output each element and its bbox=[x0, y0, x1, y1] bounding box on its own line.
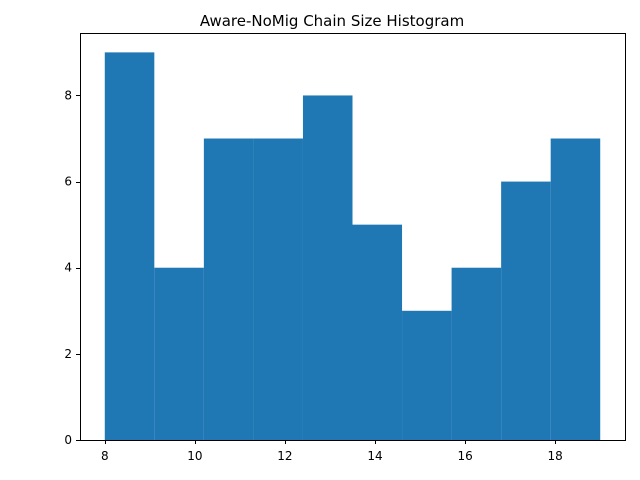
histogram-bar bbox=[352, 224, 403, 440]
histogram-bar bbox=[501, 181, 551, 441]
x-tick-label: 8 bbox=[101, 449, 109, 463]
x-tick-label: 18 bbox=[548, 449, 563, 463]
histogram-bar bbox=[154, 267, 204, 440]
y-tick-label: 6 bbox=[64, 175, 72, 189]
y-axis: 0 2 4 6 8 bbox=[64, 88, 80, 447]
histogram-bar bbox=[550, 138, 601, 440]
y-tick-label: 0 bbox=[64, 433, 72, 447]
x-tick-label: 10 bbox=[187, 449, 202, 463]
plot-frame bbox=[80, 33, 626, 441]
histogram-bar bbox=[302, 95, 353, 440]
histogram-bar bbox=[253, 138, 303, 440]
x-tick-label: 16 bbox=[457, 449, 472, 463]
x-axis: 8 10 12 14 16 18 bbox=[101, 440, 563, 463]
histogram-bar bbox=[203, 138, 254, 440]
x-tick-label: 14 bbox=[367, 449, 382, 463]
histogram-bar bbox=[451, 267, 502, 440]
histogram-bar bbox=[104, 52, 155, 440]
y-tick-label: 2 bbox=[64, 347, 72, 361]
y-tick-label: 8 bbox=[64, 88, 72, 102]
x-tick-label: 12 bbox=[277, 449, 292, 463]
chart-title: Aware-NoMig Chain Size Histogram bbox=[200, 12, 464, 30]
bars-group bbox=[104, 52, 601, 441]
y-tick-label: 4 bbox=[64, 261, 72, 275]
histogram-bar bbox=[402, 310, 452, 440]
